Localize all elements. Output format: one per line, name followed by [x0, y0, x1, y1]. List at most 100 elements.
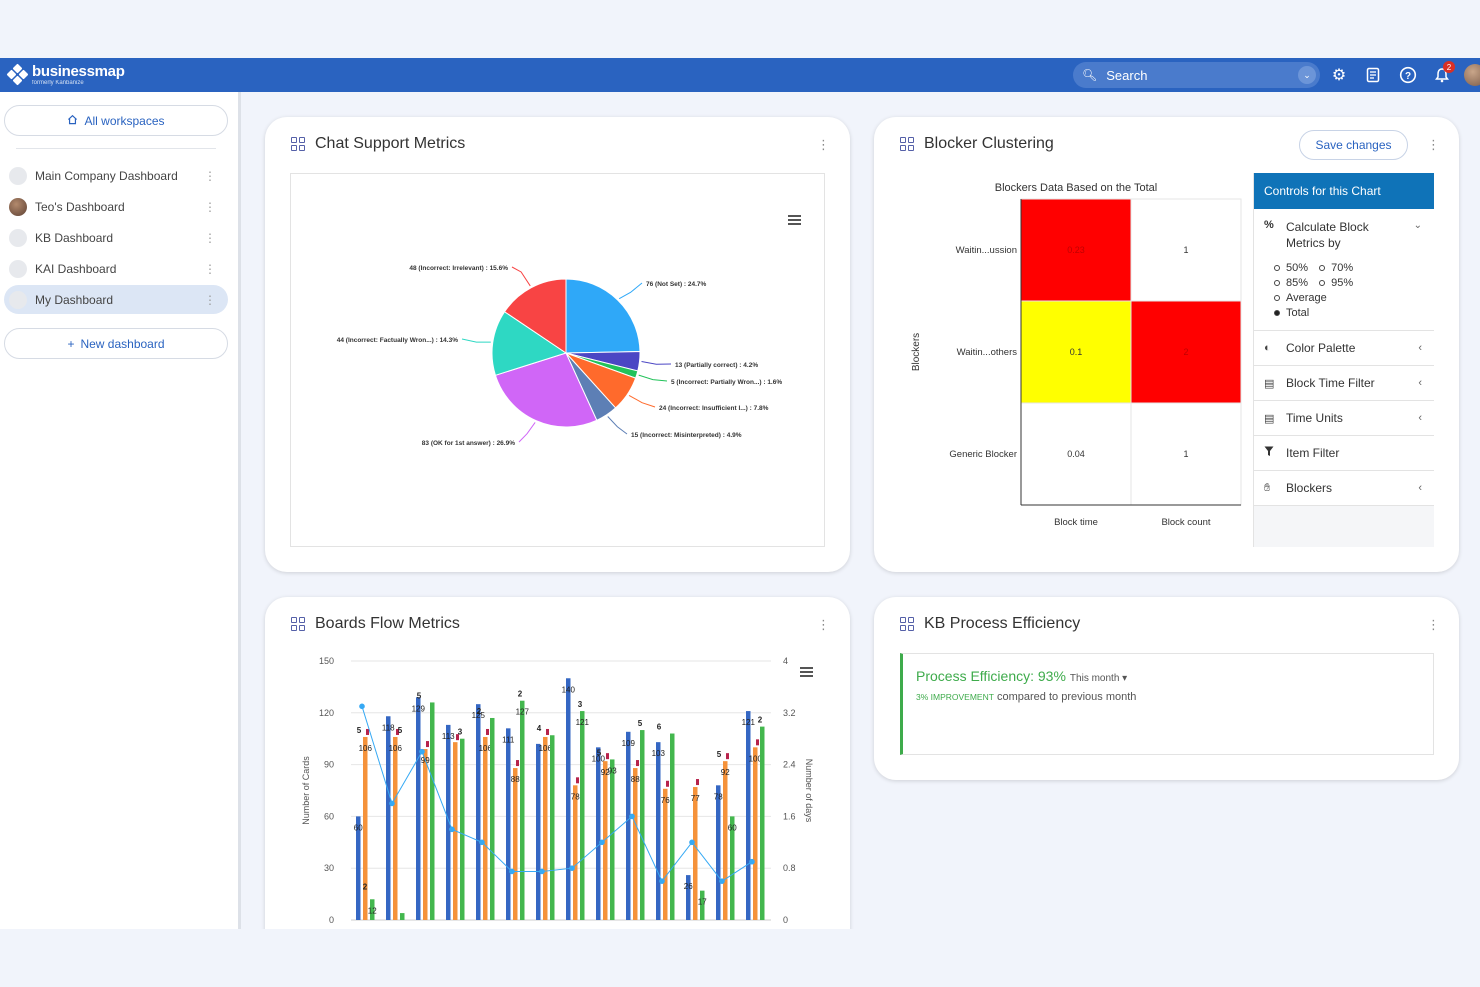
bar-data-label: 77	[691, 794, 700, 803]
pie-label: 5 (Incorrect: Partially Wron...) : 1.6%	[671, 379, 782, 386]
chevron-left-icon: ‹	[1418, 482, 1422, 494]
bar-top-label: 3	[578, 700, 583, 709]
heatmap-cell	[1020, 300, 1132, 404]
calendar-icon: ▤	[1264, 377, 1275, 390]
y-tick-label: 120	[319, 708, 334, 718]
chat-support-card: Chat Support Metrics ⋮ 76 (Not Set) : 24…	[265, 117, 850, 572]
radio-70[interactable]: 70%	[1319, 262, 1353, 274]
search-input[interactable]: Search	[1106, 67, 1148, 83]
y2-tick-label: 1.6	[783, 811, 796, 821]
sidebar-item-teos-dashboard[interactable]: Teo's Dashboard ⋮	[4, 192, 228, 221]
bar-orange	[723, 761, 728, 920]
bar-data-label: 113	[442, 732, 455, 741]
radio-50[interactable]: 50%	[1274, 262, 1308, 274]
kebab-menu-icon[interactable]: ⋮	[204, 292, 216, 307]
bell-icon[interactable]: 2	[1432, 61, 1455, 85]
kebab-menu-icon[interactable]: ⋮	[204, 168, 216, 183]
dashboard-avatar	[9, 228, 27, 247]
sidebar-item-main-company-dashboard[interactable]: Main Company Dashboard ⋮	[4, 161, 228, 190]
heatmap-col-label: Block count	[1161, 517, 1210, 528]
kebab-menu-icon[interactable]: ⋮	[817, 137, 830, 152]
sidebar-item-my-dashboard[interactable]: My Dashboard ⋮	[4, 285, 228, 314]
days-line-point	[509, 868, 515, 875]
sidebar-item-kai-dashboard[interactable]: KAI Dashboard ⋮	[4, 254, 228, 283]
heatmap-value: 0.1	[1070, 347, 1083, 357]
pie-label: 24 (Incorrect: Insufficient I...) : 7.8%	[659, 405, 769, 412]
gear-icon[interactable]: ⚙	[1331, 67, 1347, 84]
bar-orange	[603, 761, 608, 920]
bar-top-label: 2	[477, 707, 482, 716]
time-units-section[interactable]: ▤ Time Units ‹	[1254, 401, 1434, 436]
bar-orange	[393, 736, 398, 920]
chevron-down-icon[interactable]: ⌄	[1298, 66, 1316, 84]
heatmap-y-label: Blockers	[911, 333, 922, 371]
logo-name: businessmap	[32, 63, 125, 80]
kebab-menu-icon[interactable]: ⋮	[1427, 617, 1440, 632]
radio-total[interactable]: Total	[1274, 306, 1434, 321]
bar-green	[610, 759, 615, 920]
item-filter-section[interactable]: Item Filter	[1254, 436, 1434, 471]
radio-average[interactable]: Average	[1274, 291, 1434, 306]
chart-menu-icon[interactable]	[800, 667, 813, 678]
days-line	[361, 706, 753, 883]
sidebar-item-kb-dashboard[interactable]: KB Dashboard ⋮	[4, 223, 228, 252]
kebab-menu-icon[interactable]: ⋮	[1427, 137, 1440, 152]
kebab-menu-icon[interactable]: ⋮	[204, 261, 216, 276]
improvement-value: 3% IMPROVEMENT	[916, 692, 994, 702]
bar-top-label: 5	[717, 750, 722, 759]
pie-connector	[641, 361, 672, 365]
new-dashboard-label: New dashboard	[80, 336, 165, 351]
days-line-point	[389, 800, 395, 807]
bar-top-label: 5	[357, 726, 362, 735]
bar-data-label: 106	[479, 744, 493, 753]
pie-slice	[494, 352, 598, 428]
block-time-filter-section[interactable]: ▤ Block Time Filter ‹	[1254, 366, 1434, 401]
all-workspaces-button[interactable]: All workspaces	[4, 105, 228, 136]
search-bar[interactable]: 🔍︎ Search ⌄	[1073, 62, 1320, 88]
logo[interactable]: businessmap formerly Kanbanize	[6, 63, 125, 86]
period-dropdown[interactable]: This month ▾	[1069, 673, 1128, 684]
bar-top-label: 2	[758, 716, 763, 725]
days-line-point	[599, 839, 605, 846]
bar-green	[730, 816, 735, 920]
top-header: businessmap formerly Kanbanize 🔍︎ Search…	[0, 58, 1480, 92]
bar-green	[670, 733, 675, 920]
y2-tick-label: 3.2	[783, 708, 796, 718]
kebab-menu-icon[interactable]: ⋮	[817, 617, 830, 632]
notes-icon[interactable]	[1363, 65, 1383, 85]
help-icon[interactable]: ?	[1398, 65, 1418, 85]
chart-menu-icon[interactable]	[788, 215, 801, 226]
calc-block-metrics-section[interactable]: % Calculate Block Metrics by ⌄ 50% 70% 8…	[1254, 209, 1434, 331]
bar-green	[700, 890, 705, 920]
heatmap-col-label: Block time	[1054, 517, 1098, 528]
pie-slice	[503, 278, 567, 354]
y-tick-label: 90	[324, 760, 334, 770]
bar-data-label: 118	[382, 723, 395, 732]
days-line-point	[479, 839, 485, 846]
bar-blue	[506, 728, 511, 920]
color-palette-section[interactable]: ◐ Color Palette ‹	[1254, 331, 1434, 366]
bar-green	[520, 700, 525, 920]
bar-green	[400, 913, 405, 920]
bar-red	[396, 728, 399, 735]
kebab-menu-icon[interactable]: ⋮	[204, 199, 216, 214]
calendar-icon: ▤	[1264, 412, 1275, 425]
save-changes-button[interactable]: Save changes	[1299, 130, 1408, 160]
chevron-down-icon[interactable]: ⌄	[1413, 220, 1422, 231]
bar-blue	[566, 678, 571, 920]
y-tick-label: 30	[324, 863, 334, 873]
bar-green	[550, 735, 555, 920]
new-dashboard-button[interactable]: + New dashboard	[4, 328, 228, 359]
blockers-section[interactable]: ✋︎ Blockers ‹	[1254, 471, 1434, 506]
efficiency-value: Process Efficiency: 93%	[916, 668, 1066, 684]
user-avatar[interactable]	[1464, 64, 1480, 86]
bar-blue	[686, 875, 691, 920]
kebab-menu-icon[interactable]: ⋮	[204, 230, 216, 245]
days-line-point	[569, 865, 575, 871]
heatmap-row-label: Waitin...ussion	[956, 245, 1017, 256]
radio-85[interactable]: 85%	[1274, 277, 1308, 289]
sidebar-item-label: Teo's Dashboard	[35, 199, 125, 214]
radio-95[interactable]: 95%	[1319, 277, 1353, 289]
bar-data-label: 103	[652, 749, 666, 758]
bar-data-label: 26	[684, 882, 693, 891]
